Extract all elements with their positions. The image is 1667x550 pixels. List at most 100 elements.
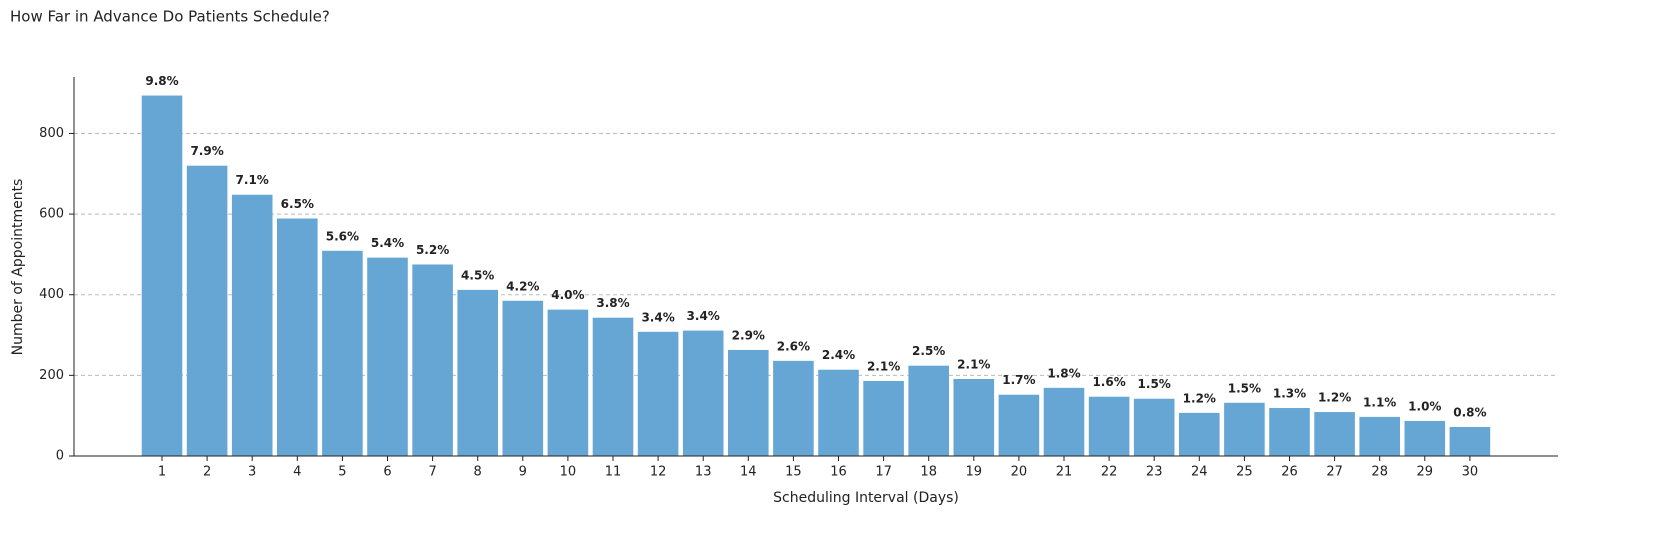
bar bbox=[1269, 408, 1310, 456]
x-tick-label: 16 bbox=[830, 465, 847, 480]
bar bbox=[457, 289, 498, 456]
value-label: 2.9% bbox=[732, 328, 765, 342]
y-tick-label: 0 bbox=[56, 449, 64, 464]
x-tick-label: 25 bbox=[1236, 465, 1253, 480]
bar bbox=[863, 381, 904, 456]
x-tick-label: 14 bbox=[740, 465, 757, 480]
value-label: 1.8% bbox=[1047, 366, 1080, 380]
value-label: 2.1% bbox=[957, 357, 990, 371]
bar bbox=[637, 331, 679, 456]
value-label: 2.6% bbox=[777, 339, 810, 353]
value-label: 1.6% bbox=[1092, 375, 1125, 389]
bar bbox=[547, 309, 589, 456]
bar bbox=[728, 349, 769, 456]
value-label: 2.1% bbox=[867, 360, 900, 374]
x-tick-label: 3 bbox=[248, 465, 256, 480]
y-tick-label: 400 bbox=[39, 287, 64, 302]
value-label: 1.2% bbox=[1318, 391, 1351, 405]
bar bbox=[1088, 396, 1130, 456]
value-label: 9.8% bbox=[145, 74, 178, 88]
bar bbox=[1043, 387, 1085, 456]
x-axis-label: Scheduling Interval (Days) bbox=[773, 490, 959, 506]
bar bbox=[502, 300, 544, 456]
value-label: 5.6% bbox=[326, 229, 359, 243]
x-tick-label: 17 bbox=[875, 465, 892, 480]
bar bbox=[1314, 412, 1355, 456]
x-tick-label: 7 bbox=[428, 465, 436, 480]
x-tick-label: 28 bbox=[1371, 465, 1388, 480]
x-tick-label: 4 bbox=[293, 465, 301, 480]
value-label: 5.4% bbox=[371, 236, 404, 250]
x-tick-label: 5 bbox=[338, 465, 346, 480]
value-label: 1.3% bbox=[1273, 387, 1306, 401]
x-tick-label: 12 bbox=[650, 465, 667, 480]
x-tick-label: 20 bbox=[1011, 465, 1028, 480]
bar bbox=[592, 317, 634, 456]
value-label: 3.4% bbox=[687, 309, 720, 323]
x-tick-label: 30 bbox=[1462, 465, 1479, 480]
x-tick-label: 26 bbox=[1281, 465, 1298, 480]
bar bbox=[682, 330, 724, 456]
bar bbox=[818, 369, 859, 456]
x-tick-label: 8 bbox=[474, 465, 482, 480]
x-tick-label: 6 bbox=[383, 465, 391, 480]
bar bbox=[1133, 398, 1175, 456]
chart-title: How Far in Advance Do Patients Schedule? bbox=[10, 8, 330, 26]
value-label: 7.1% bbox=[236, 173, 269, 187]
x-tick-label: 18 bbox=[920, 465, 937, 480]
y-tick-label: 600 bbox=[39, 207, 64, 222]
value-label: 2.5% bbox=[912, 344, 945, 358]
y-tick-label: 800 bbox=[39, 126, 64, 141]
x-tick-label: 1 bbox=[158, 465, 166, 480]
value-label: 3.8% bbox=[596, 296, 629, 310]
bar bbox=[1359, 416, 1400, 456]
bar bbox=[277, 218, 318, 456]
x-tick-label: 23 bbox=[1146, 465, 1163, 480]
x-tick-label: 22 bbox=[1101, 465, 1118, 480]
value-label: 1.2% bbox=[1183, 391, 1216, 405]
bar bbox=[998, 394, 1040, 456]
x-tick-label: 19 bbox=[966, 465, 983, 480]
bar bbox=[1179, 412, 1220, 456]
y-tick-label: 200 bbox=[39, 368, 64, 383]
bar bbox=[773, 360, 814, 456]
x-tick-label: 29 bbox=[1417, 465, 1434, 480]
value-label: 1.5% bbox=[1228, 381, 1261, 395]
bar bbox=[1449, 426, 1491, 456]
bar bbox=[953, 378, 995, 456]
value-label: 4.5% bbox=[461, 268, 494, 282]
x-tick-label: 10 bbox=[560, 465, 577, 480]
x-tick-label: 15 bbox=[785, 465, 802, 480]
value-label: 0.8% bbox=[1453, 405, 1486, 419]
x-tick-label: 27 bbox=[1326, 465, 1343, 480]
bar bbox=[908, 365, 949, 456]
value-label: 5.2% bbox=[416, 243, 449, 257]
x-tick-label: 2 bbox=[203, 465, 211, 480]
bar bbox=[322, 250, 363, 456]
value-label: 6.5% bbox=[281, 197, 314, 211]
value-label: 4.0% bbox=[551, 288, 584, 302]
value-label: 2.4% bbox=[822, 348, 855, 362]
y-axis-label: Number of Appointments bbox=[10, 179, 26, 356]
x-tick-label: 11 bbox=[605, 465, 622, 480]
bar bbox=[367, 257, 408, 456]
x-tick-label: 24 bbox=[1191, 465, 1208, 480]
value-label: 1.0% bbox=[1408, 399, 1441, 413]
value-label: 1.7% bbox=[1002, 373, 1035, 387]
x-tick-label: 21 bbox=[1056, 465, 1073, 480]
value-label: 3.4% bbox=[641, 310, 674, 324]
value-label: 7.9% bbox=[190, 144, 223, 158]
x-tick-label: 9 bbox=[519, 465, 527, 480]
bar bbox=[412, 264, 453, 456]
bar bbox=[186, 165, 228, 456]
x-tick-label: 13 bbox=[695, 465, 712, 480]
bar bbox=[231, 194, 273, 456]
value-label: 4.2% bbox=[506, 279, 539, 293]
value-label: 1.1% bbox=[1363, 395, 1396, 409]
value-label: 1.5% bbox=[1138, 377, 1171, 391]
bar bbox=[1224, 402, 1265, 456]
bar bbox=[1404, 420, 1446, 456]
bar bbox=[141, 95, 183, 456]
